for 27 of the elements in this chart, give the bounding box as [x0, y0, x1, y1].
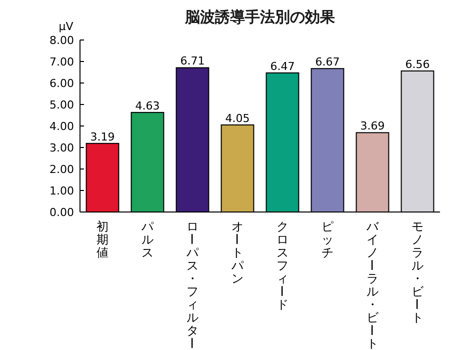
y-tick-label: 4.00	[50, 120, 74, 133]
category-label: バイノーラル・ビート	[364, 220, 379, 350]
data-label: 6.67	[315, 56, 340, 69]
y-tick-label: 1.00	[50, 184, 74, 198]
x-tick-label: ピッチ	[322, 220, 334, 260]
data-label: 3.19	[90, 130, 115, 144]
y-axis-title: μV	[58, 20, 74, 33]
y-tick-label: 0.00	[50, 206, 74, 219]
data-label: 4.63	[135, 99, 160, 112]
category-label: ローパス・フィルター	[184, 220, 199, 349]
y-tick-label: 5.00	[50, 98, 74, 112]
x-tick-label: 初期値	[96, 220, 108, 260]
y-tick-label: 6.00	[50, 77, 74, 90]
y-tick-label: 7.00	[50, 56, 74, 68]
data-label: 3.69	[360, 120, 385, 133]
y-tick-label: 2.00	[50, 163, 74, 176]
x-tick-label: パルス	[140, 220, 154, 260]
data-label: 4.05	[225, 112, 250, 125]
x-tick-label: クロスフィード	[274, 220, 289, 312]
data-label: 6.56	[405, 58, 430, 71]
x-tick-label: モノラル・ビート	[410, 220, 424, 325]
data-label: 6.71	[180, 54, 205, 68]
y-tick-label: 8.00	[50, 34, 74, 47]
data-label: 6.47	[270, 60, 295, 73]
x-tick-label: オートパン	[230, 220, 244, 286]
chart-title: 脳波誘導手法別の効果	[184, 8, 336, 26]
y-tick-label: 3.00	[50, 142, 74, 154]
